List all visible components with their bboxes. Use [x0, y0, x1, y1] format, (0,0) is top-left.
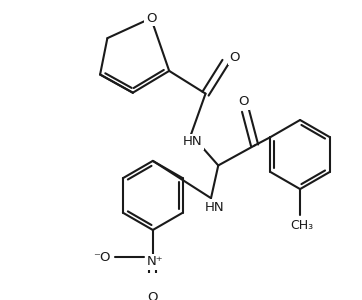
Text: O: O	[239, 95, 249, 108]
Text: HN: HN	[183, 135, 203, 148]
Text: HN: HN	[205, 201, 224, 214]
Text: ⁻O: ⁻O	[93, 251, 111, 264]
Text: CH₃: CH₃	[290, 219, 313, 232]
Text: O: O	[146, 12, 156, 25]
Text: O: O	[230, 51, 240, 64]
Text: O: O	[148, 291, 158, 300]
Text: N⁺: N⁺	[146, 255, 163, 268]
